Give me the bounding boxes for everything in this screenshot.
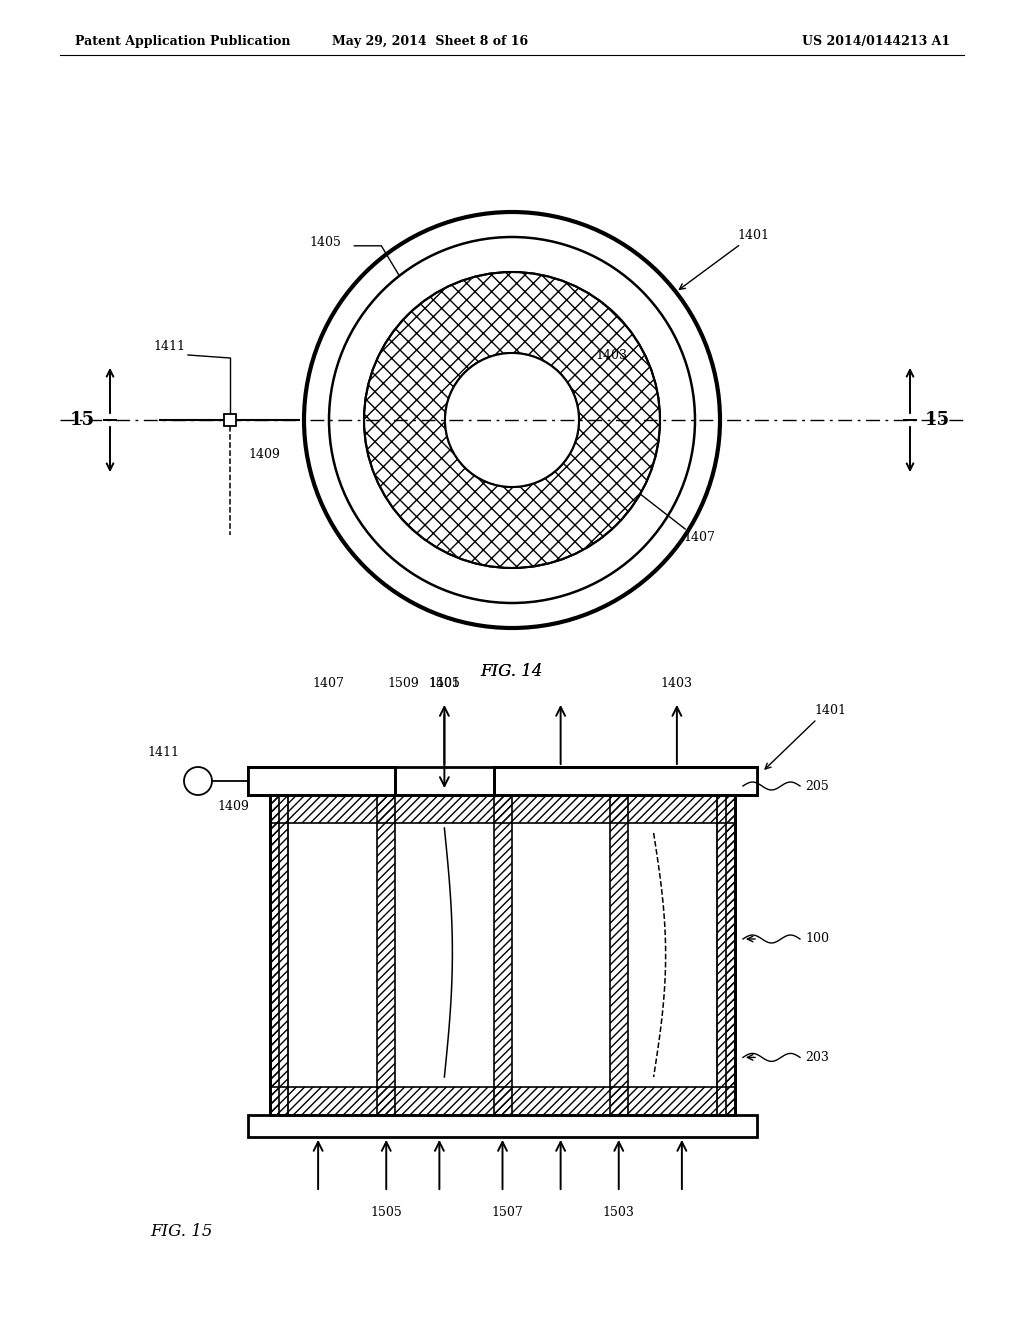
Bar (248, 767, 395, 795)
Text: 1405: 1405 (428, 677, 461, 690)
Bar (270, 795, 288, 1115)
Bar (609, 795, 628, 1115)
Text: 1403: 1403 (595, 348, 627, 362)
Circle shape (304, 213, 720, 628)
Text: 1411: 1411 (147, 746, 179, 759)
Bar (726, 795, 735, 1115)
Circle shape (445, 352, 579, 487)
Text: 1411: 1411 (153, 341, 185, 352)
Text: US 2014/0144213 A1: US 2014/0144213 A1 (802, 36, 950, 49)
Bar (609, 795, 628, 1115)
Text: 1403: 1403 (660, 677, 693, 690)
Circle shape (329, 238, 695, 603)
Circle shape (364, 272, 660, 568)
Bar (395, 766, 494, 795)
Bar (248, 1115, 757, 1137)
Text: FIG. 14: FIG. 14 (480, 663, 544, 680)
Text: 205: 205 (805, 780, 828, 792)
Bar (726, 795, 735, 1115)
Bar (377, 795, 395, 1115)
Text: 1407: 1407 (312, 677, 344, 690)
Text: 1503: 1503 (603, 1206, 635, 1218)
Circle shape (184, 767, 212, 795)
Text: FIG. 14: FIG. 14 (480, 663, 544, 680)
Bar (248, 767, 757, 795)
Bar (224, 414, 236, 426)
Bar (377, 795, 395, 1115)
Text: 1409: 1409 (217, 800, 249, 813)
Bar (270, 795, 288, 1115)
Text: May 29, 2014  Sheet 8 of 16: May 29, 2014 Sheet 8 of 16 (332, 36, 528, 49)
Bar (288, 1086, 717, 1115)
Text: 1507: 1507 (492, 1206, 523, 1218)
Text: 1407: 1407 (683, 531, 715, 544)
Bar (494, 767, 757, 795)
Text: 100: 100 (805, 932, 829, 945)
Text: 203: 203 (805, 1051, 828, 1064)
Bar (270, 795, 735, 1115)
Text: 15: 15 (925, 411, 950, 429)
Text: 1104: 1104 (672, 909, 703, 923)
Text: 1409: 1409 (248, 447, 280, 461)
Bar (288, 795, 717, 822)
Text: 1405: 1405 (309, 236, 341, 248)
Text: 1511: 1511 (457, 954, 488, 968)
Bar (270, 795, 279, 1115)
Bar (494, 795, 512, 1115)
Text: Patent Application Publication: Patent Application Publication (75, 36, 291, 49)
Text: 1501: 1501 (428, 677, 461, 690)
Bar (270, 795, 279, 1115)
Text: 1401: 1401 (738, 228, 770, 242)
Bar (494, 795, 512, 1115)
Bar (717, 795, 735, 1115)
Text: 1401: 1401 (814, 704, 846, 717)
Circle shape (445, 352, 579, 487)
Bar (270, 795, 735, 1115)
Bar (717, 795, 735, 1115)
Text: 15: 15 (70, 411, 95, 429)
Text: 1505: 1505 (371, 1206, 402, 1218)
Text: FIG. 15: FIG. 15 (150, 1224, 213, 1239)
Text: 1509: 1509 (388, 677, 420, 690)
